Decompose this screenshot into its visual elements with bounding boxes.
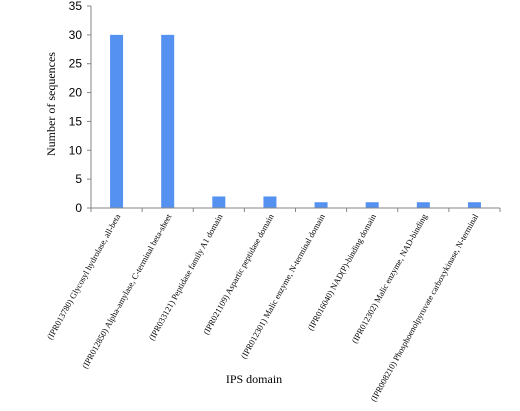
y-tick-label: 35 xyxy=(69,0,83,13)
bar xyxy=(212,196,226,208)
bar xyxy=(161,34,175,208)
bar xyxy=(416,202,430,208)
bar xyxy=(110,34,124,208)
y-tick-label: 20 xyxy=(69,86,83,100)
y-tick-label: 30 xyxy=(69,28,83,42)
bar xyxy=(467,202,481,208)
x-axis-title: IPS domain xyxy=(226,372,282,386)
x-category-label: (IPR008210) Phosphoenolpyruvate carboxyk… xyxy=(368,212,480,404)
y-tick-label: 25 xyxy=(69,57,83,71)
bar xyxy=(314,202,328,208)
y-tick-label: 0 xyxy=(75,201,82,215)
y-axis-title: Number of sequences xyxy=(44,52,58,156)
x-category-label: (IPR012301) Malic enzyme, N-terminal dom… xyxy=(239,211,328,360)
y-tick-label: 15 xyxy=(69,114,83,128)
y-axis: 0 5 10 15 20 25 30 35 xyxy=(69,0,92,215)
x-category-label: (IPR012850) Alpha-amylase, C-terminal be… xyxy=(80,212,174,371)
bars xyxy=(110,34,481,208)
bar xyxy=(263,196,277,208)
y-tick-label: 10 xyxy=(69,143,83,157)
y-tick-label: 5 xyxy=(75,172,82,186)
bar xyxy=(365,202,379,208)
